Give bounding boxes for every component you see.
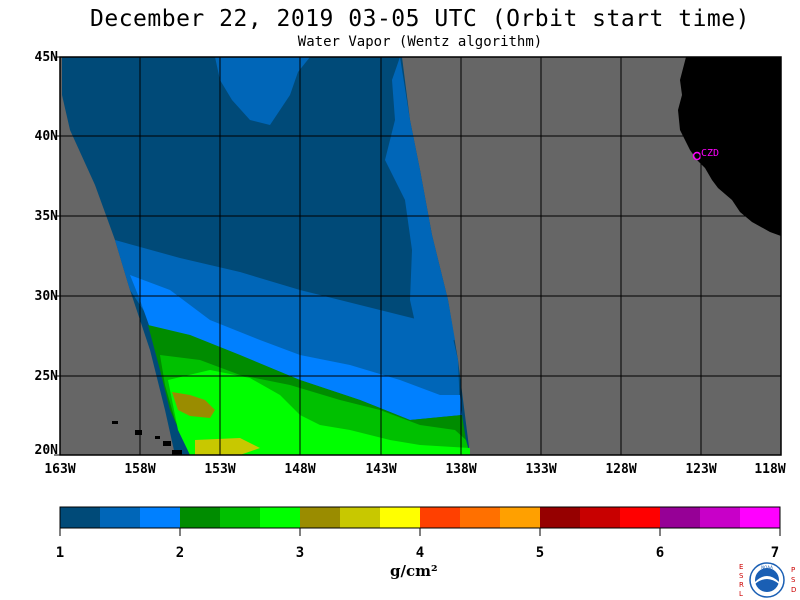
logo-letter-d: D (791, 586, 796, 594)
lon-label-123w: 123W (685, 462, 717, 477)
lon-label-128w: 128W (605, 462, 637, 477)
hawaii-islands (112, 421, 182, 455)
colorbar-label-1: 1 (55, 545, 65, 561)
map-area: CZD (59, 56, 782, 456)
colorbar-label-3: 3 (295, 545, 305, 561)
colorbar-swatch-4 (180, 507, 221, 528)
swath-mid-blue-east (385, 57, 455, 345)
swath-mid-blue-top (215, 57, 310, 125)
logo-circle-inner (755, 568, 779, 592)
colorbar-swatch-14 (580, 507, 621, 528)
lon-label-163w: 163W (44, 462, 76, 477)
colorbar-swatch-9 (380, 507, 421, 528)
colorbar-swatch-6 (260, 507, 301, 528)
colorbar-swatch-5 (220, 507, 261, 528)
colorbar-swatch-13 (540, 507, 581, 528)
logo-letter-r: R (739, 581, 744, 589)
colorbar-swatch-10 (420, 507, 461, 528)
logo-letter-s2: S (791, 576, 796, 584)
colorbar-label-4: 4 (415, 545, 425, 561)
colorbar-swatch-15 (620, 507, 661, 528)
colorbar-ticks (59, 528, 781, 536)
colorbar-swatch-7 (300, 507, 341, 528)
lat-label-25n: 25N (34, 369, 58, 384)
lon-label-153w: 153W (204, 462, 236, 477)
colorbar-swatch-3 (140, 507, 181, 528)
map-border (59, 56, 782, 456)
station-label: CZD (701, 148, 719, 159)
swath-olive-patch (172, 392, 215, 418)
lon-label-158w: 158W (124, 462, 156, 477)
colorbar-swatch-1 (60, 507, 101, 528)
colorbar-units: g/cm² (390, 562, 438, 580)
axis-ticks (54, 56, 60, 456)
swath-bright-blue (130, 275, 462, 420)
colorbar-swatch-11 (460, 507, 501, 528)
lat-label-40n: 40N (34, 129, 58, 144)
colorbar-swatch-18 (740, 507, 781, 528)
colorbar-swatch-8 (340, 507, 381, 528)
colorbar-swatch-12 (500, 507, 541, 528)
satellite-swath (62, 57, 470, 455)
colorbar-swatch-17 (700, 507, 741, 528)
logo-letter-p: P (791, 566, 795, 574)
lat-label-45n: 45N (34, 50, 58, 65)
grid-lines (60, 57, 781, 455)
land-california (678, 57, 781, 236)
lon-label-138w: 138W (445, 462, 477, 477)
colorbar-swatch-16 (660, 507, 701, 528)
colorbar-label-2: 2 (175, 545, 185, 561)
colorbar-swatch-2 (100, 507, 141, 528)
lon-label-118w: 118W (754, 462, 786, 477)
colorbar (60, 507, 781, 528)
logo-letter-e: E (739, 563, 743, 571)
lat-label-30n: 30N (34, 289, 58, 304)
lat-label-35n: 35N (34, 209, 58, 224)
logo-text: NOAA (761, 565, 773, 570)
logo-bird (755, 576, 779, 584)
lat-label-20n: 20N (34, 443, 58, 458)
map-subtitle: Water Vapor (Wentz algorithm) (297, 34, 543, 50)
swath-yellow-patch (195, 438, 260, 455)
lon-label-143w: 143W (365, 462, 397, 477)
swath-mid-blue-band (115, 240, 460, 410)
logo-letter-s: S (739, 572, 744, 580)
colorbar-label-5: 5 (535, 545, 545, 561)
logo-letter-l: L (739, 590, 743, 598)
noaa-logo: E S R L P S D NOAA (735, 560, 799, 600)
colorbar-label-6: 6 (655, 545, 665, 561)
map-title: December 22, 2019 03-05 UTC (Orbit start… (90, 6, 750, 32)
lon-label-148w: 148W (284, 462, 316, 477)
swath-bright-green (168, 370, 470, 455)
colorbar-label-7: 7 (770, 545, 780, 561)
lon-label-133w: 133W (525, 462, 557, 477)
